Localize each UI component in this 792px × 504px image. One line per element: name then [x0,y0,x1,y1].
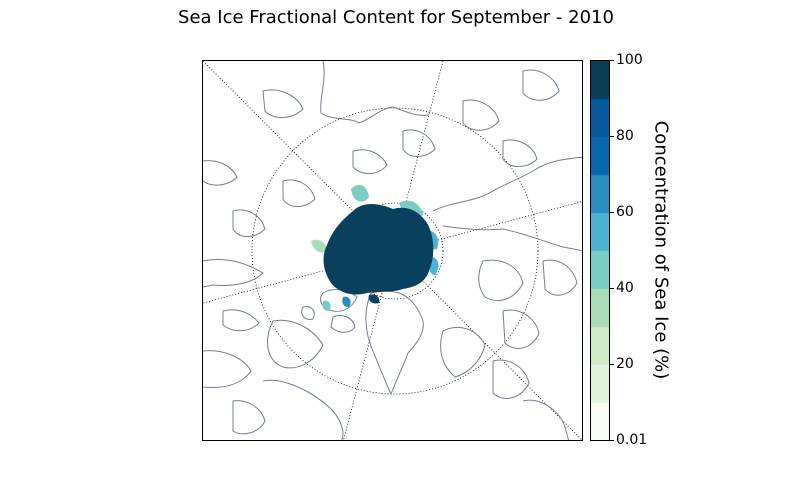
colorbar-gradient [591,61,609,440]
colorbar-band [591,250,609,289]
map-title: Sea Ice Fractional Content for September… [178,7,614,28]
colorbar-tick-mark [610,136,614,137]
colorbar-tick-mark [610,212,614,213]
colorbar-tick-label: 100 [616,52,643,68]
colorbar-band [591,136,609,176]
sea-ice-concentration [311,184,439,311]
colorbar-tick-mark [610,60,614,61]
colorbar-tick-mark [610,440,614,441]
colorbar-tick-label: 80 [616,128,634,144]
polar-map [202,60,583,441]
colorbar-tick-label: 0.01 [616,432,648,448]
colorbar-band [591,61,609,100]
colorbar-tick-mark [610,288,614,289]
colorbar-tick-label: 20 [616,356,634,372]
colorbar-band [591,326,609,365]
map-canvas [203,61,582,440]
colorbar-tick-mark [610,364,614,365]
colorbar-tick-label: 60 [616,204,634,220]
colorbar-tick-label: 40 [616,280,634,296]
colorbar-band [591,98,609,138]
colorbar-band [591,288,609,327]
colorbar-band [591,364,609,403]
coastlines [203,61,582,440]
colorbar-label: Concentration of Sea Ice (%) [650,120,672,380]
colorbar [590,60,610,441]
colorbar-band [591,174,609,214]
colorbar-band [591,402,609,440]
colorbar-band [591,212,609,251]
